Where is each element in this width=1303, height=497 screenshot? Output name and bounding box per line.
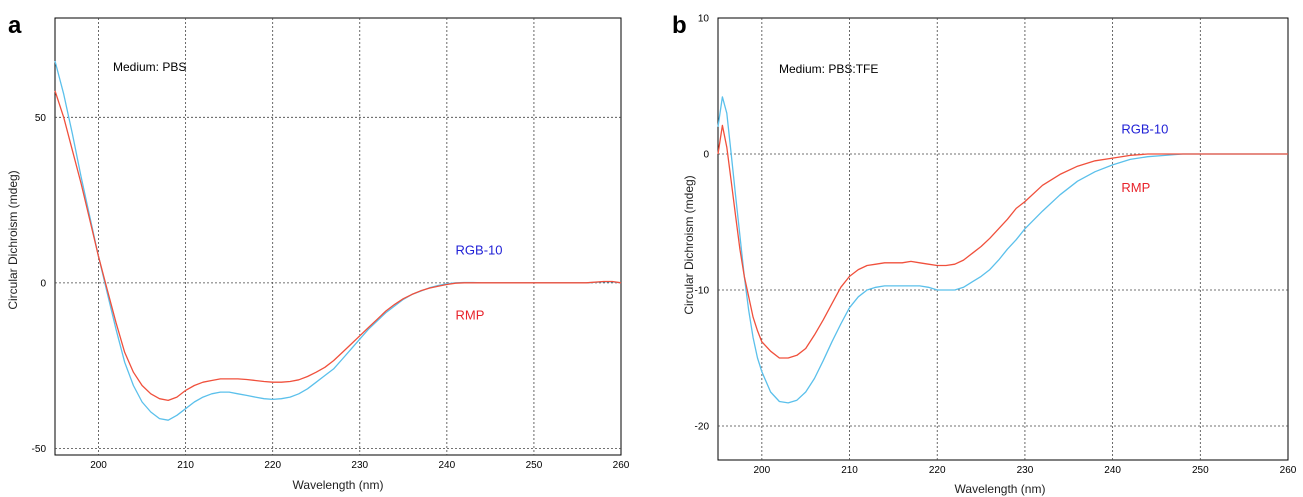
series-line-rmp-b [717, 124, 1288, 359]
x-tick-label: 230 [351, 460, 368, 471]
y-tick-label: -50 [32, 444, 47, 455]
x-tick-label: 210 [177, 460, 194, 471]
x-tick-label: 240 [439, 460, 456, 471]
y-axis-title-b: Circular Dichroism (mdeg) [682, 175, 696, 314]
annotation-medium-b: Medium: PBS:TFE [779, 62, 878, 76]
chart-panel-b: b 200 210 220 230 240 250 260 10 0 -10 -20 Medium… [672, 12, 1297, 496]
x-tick-label: 220 [929, 465, 946, 476]
x-tick-label: 230 [1017, 465, 1034, 476]
series-line-rgb10-a [54, 60, 622, 421]
y-tick-label: 0 [703, 150, 709, 161]
x-tick-label: 240 [1104, 465, 1121, 476]
y-tick-label: 50 [35, 113, 47, 124]
x-tick-label: 260 [1280, 465, 1297, 476]
panel-letter-a: a [8, 12, 22, 39]
grid-b [718, 18, 1288, 460]
y-ticks-a: 50 0 -50 [32, 113, 47, 455]
grid-a [55, 18, 621, 455]
y-tick-label: 0 [40, 278, 46, 289]
x-tick-label: 210 [841, 465, 858, 476]
x-tick-label: 200 [90, 460, 107, 471]
plot-frame-a [54, 17, 622, 456]
x-ticks-a: 200 210 220 230 240 250 260 [90, 460, 630, 471]
y-tick-label: -20 [695, 422, 710, 433]
panel-letter-b: b [672, 12, 687, 39]
series-line-rgb10-b [717, 96, 1288, 404]
series-label-rgb10-b: RGB-10 [1121, 122, 1168, 137]
x-axis-title-b: Wavelength (nm) [955, 482, 1046, 496]
series-lines-a [54, 60, 622, 421]
series-label-rgb10-a: RGB-10 [456, 243, 503, 258]
y-tick-label: -10 [695, 286, 710, 297]
x-tick-label: 250 [526, 460, 543, 471]
chart-panel-a: a 200 210 220 230 240 250 260 50 0 -50 Medium: P… [6, 12, 630, 492]
annotation-medium-a: Medium: PBS [113, 60, 186, 74]
x-tick-label: 220 [264, 460, 281, 471]
y-tick-label: 10 [698, 14, 710, 25]
x-tick-label: 260 [613, 460, 630, 471]
y-ticks-b: 10 0 -10 -20 [695, 14, 710, 433]
x-ticks-b: 200 210 220 230 240 250 260 [754, 465, 1297, 476]
x-tick-label: 250 [1192, 465, 1209, 476]
series-line-rmp-a [54, 90, 622, 402]
series-label-rmp-a: RMP [456, 307, 485, 322]
series-lines-b [717, 96, 1288, 404]
x-tick-label: 200 [754, 465, 771, 476]
y-axis-title-a: Circular Dichroism (mdeg) [6, 170, 20, 309]
series-label-rmp-b: RMP [1121, 180, 1150, 195]
x-axis-title-a: Wavelength (nm) [293, 478, 384, 492]
plot-frame-b [717, 17, 1289, 461]
